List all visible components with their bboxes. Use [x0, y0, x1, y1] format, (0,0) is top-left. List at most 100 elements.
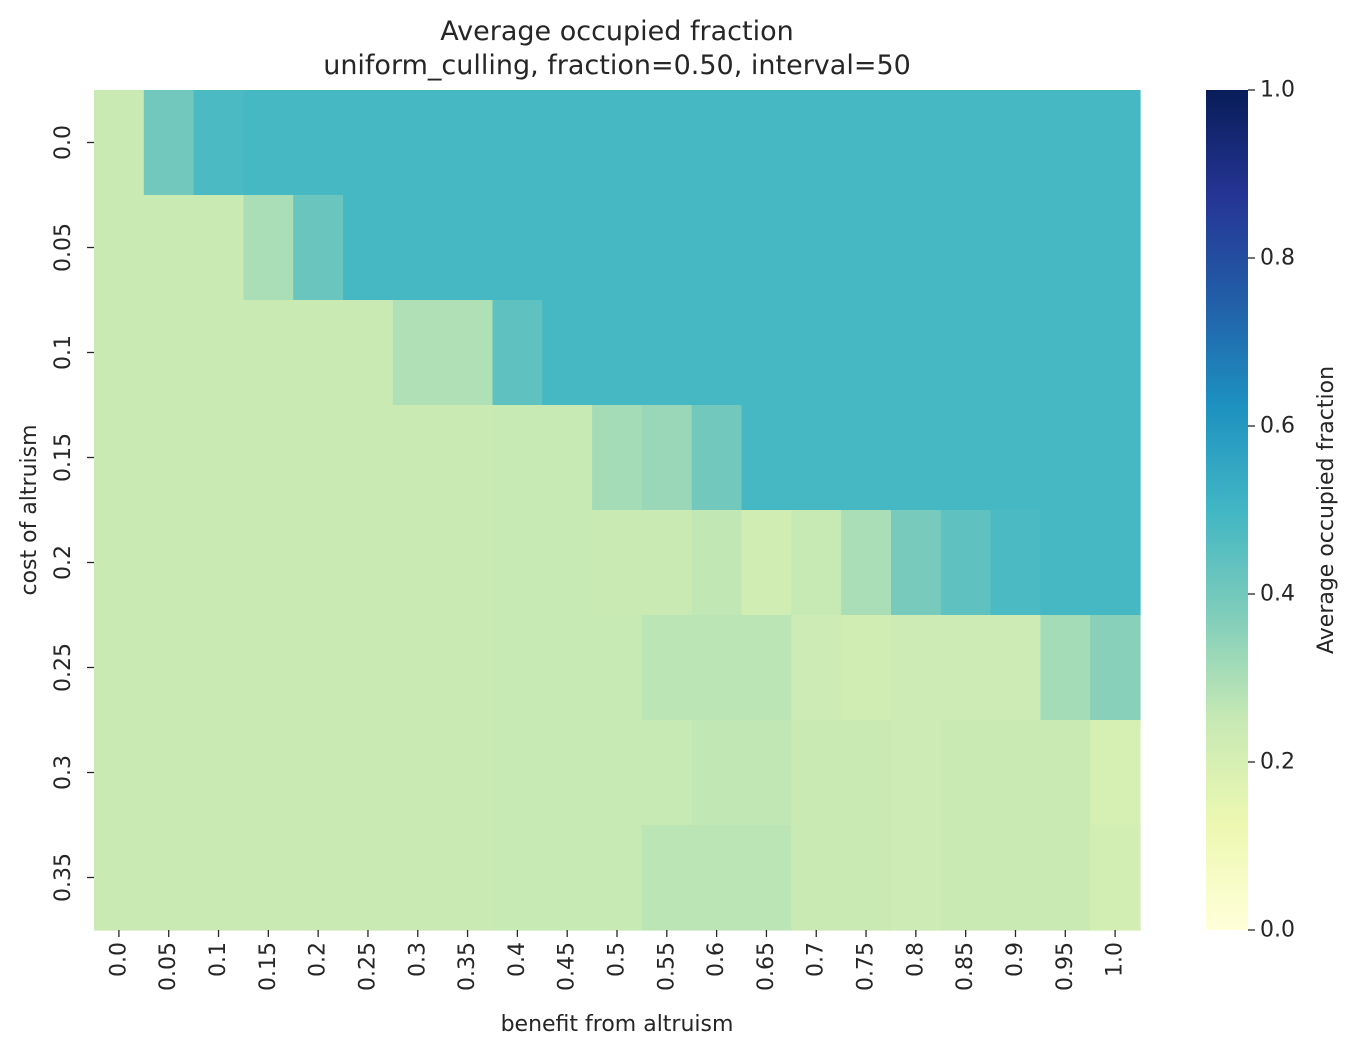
x-tick-label: 0.8: [903, 942, 928, 977]
heatmap-cell: [791, 195, 842, 301]
heatmap-cell: [442, 405, 494, 511]
heatmap-cell: [343, 90, 394, 196]
heatmap-cell: [1090, 405, 1141, 511]
heatmap-cell: [392, 720, 444, 826]
x-tick-label: 0.05: [156, 942, 181, 991]
colorbar-ticks: 0.0 0.2 0.4 0.6 0.8 1.0: [1248, 78, 1295, 943]
heatmap-cell: [143, 405, 195, 511]
x-tick-label: 0.25: [355, 942, 380, 991]
heatmap-cell: [741, 720, 792, 826]
x-tick-label: 0.35: [455, 942, 480, 991]
heatmap-cell: [143, 615, 195, 721]
colorbar-tick-label: 0.2: [1260, 750, 1295, 775]
heatmap-cell: [442, 825, 494, 931]
heatmap-cell: [143, 720, 195, 826]
heatmap-cell: [691, 510, 743, 616]
x-tick-label: 0.85: [953, 942, 978, 991]
chart-title: Average occupied fraction: [440, 16, 793, 47]
heatmap-cell: [492, 510, 543, 616]
heatmap-cell: [1090, 720, 1141, 826]
heatmap-cell: [392, 90, 444, 196]
heatmap-cell: [641, 405, 693, 511]
x-tick-label: 0.2: [306, 942, 331, 977]
heatmap-cell: [990, 615, 1041, 721]
colorbar-label: Average occupied fraction: [1314, 366, 1339, 654]
heatmap-cell: [691, 90, 743, 196]
heatmap-cell: [542, 615, 593, 721]
x-tick-label: 0.75: [854, 942, 879, 991]
x-tick-label: 0.6: [704, 942, 729, 977]
heatmap-cell: [492, 615, 543, 721]
heatmap-cell: [691, 195, 743, 301]
heatmap-cell: [243, 615, 294, 721]
heatmap-cell: [193, 510, 245, 616]
heatmap-cell: [641, 825, 693, 931]
x-tick-label: 0.0: [106, 942, 131, 977]
heatmap-cell: [990, 405, 1041, 511]
y-tick-label: 0.2: [51, 545, 76, 580]
x-tick-label: 0.55: [654, 942, 679, 991]
y-tick-label: 0.3: [51, 755, 76, 790]
heatmap-cell: [940, 90, 992, 196]
heatmap-cell: [442, 195, 494, 301]
heatmap-cell: [392, 510, 444, 616]
heatmap-cell: [592, 720, 643, 826]
heatmap-cell: [741, 300, 792, 406]
colorbar: [1206, 90, 1248, 930]
heatmap-cell: [940, 195, 992, 301]
x-tick-label: 0.65: [754, 942, 779, 991]
heatmap-cell: [592, 825, 643, 931]
heatmap-cell: [691, 300, 743, 406]
heatmap-cell: [343, 615, 394, 721]
heatmap-cell: [990, 510, 1041, 616]
y-tick-label: 0.25: [51, 643, 76, 692]
heatmap-cell: [293, 825, 344, 931]
heatmap-cell: [392, 195, 444, 301]
heatmap-cell: [741, 405, 792, 511]
heatmap-cell: [1040, 720, 1091, 826]
heatmap-cell: [243, 825, 294, 931]
heatmap-cell: [343, 825, 394, 931]
heatmap-cell: [1040, 615, 1091, 721]
heatmap-cell: [741, 195, 792, 301]
heatmap-cell: [542, 195, 593, 301]
colorbar-tick-label: 1.0: [1260, 78, 1295, 103]
heatmap-cell: [1090, 195, 1141, 301]
x-tick-label: 0.5: [605, 942, 630, 977]
heatmap-cell: [143, 90, 195, 196]
heatmap-cell: [890, 825, 942, 931]
heatmap-cell: [741, 510, 792, 616]
heatmap-cell: [343, 300, 394, 406]
heatmap-cell: [143, 195, 195, 301]
heatmap-cell: [791, 720, 842, 826]
y-tick-label: 0.1: [51, 335, 76, 370]
heatmap-cell: [940, 825, 992, 931]
heatmap-cell: [691, 825, 743, 931]
heatmap-cell: [641, 90, 693, 196]
heatmap-cell: [791, 300, 842, 406]
heatmap-cell: [940, 405, 992, 511]
heatmap-cell: [293, 510, 344, 616]
x-tick-label: 0.15: [256, 942, 281, 991]
heatmap-cell: [193, 90, 245, 196]
heatmap-cell: [442, 720, 494, 826]
heatmap-cell: [592, 510, 643, 616]
colorbar-tick-label: 0.6: [1260, 414, 1295, 439]
heatmap-cell: [592, 90, 643, 196]
colorbar-tick-label: 0.4: [1260, 582, 1295, 607]
heatmap-cell: [791, 405, 842, 511]
heatmap-cell: [442, 615, 494, 721]
heatmap-cell: [741, 615, 792, 721]
heatmap-cell: [542, 405, 593, 511]
heatmap-cell: [492, 720, 543, 826]
heatmap-cell: [641, 720, 693, 826]
heatmap-cell: [592, 300, 643, 406]
heatmap-cells: [94, 90, 1141, 931]
heatmap-cell: [492, 825, 543, 931]
heatmap-cell: [193, 405, 245, 511]
heatmap-cell: [841, 825, 892, 931]
heatmap-cell: [392, 615, 444, 721]
y-tick-label: 0.05: [51, 223, 76, 272]
heatmap-cell: [890, 300, 942, 406]
heatmap-cell: [641, 195, 693, 301]
